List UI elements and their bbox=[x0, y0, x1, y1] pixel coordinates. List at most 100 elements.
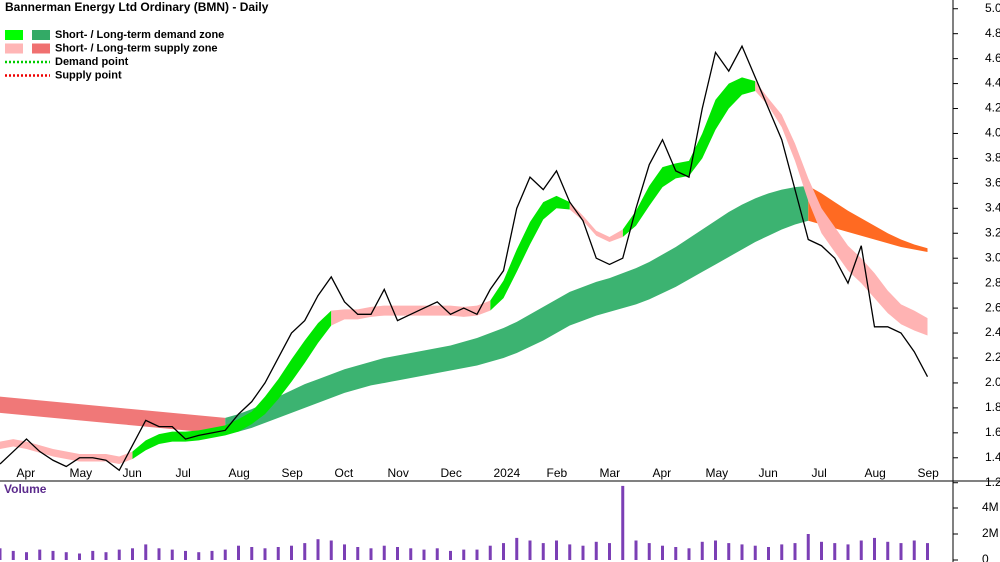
chart-title: Bannerman Energy Ltd Ordinary (BMN) - Da… bbox=[5, 0, 269, 14]
volume-bar bbox=[581, 545, 585, 560]
y-tick-label: 3.4 bbox=[985, 200, 1000, 214]
volume-bar bbox=[899, 543, 903, 560]
legend-swatch bbox=[32, 43, 50, 54]
x-tick-label: Jul bbox=[812, 466, 827, 480]
volume-bar bbox=[0, 548, 2, 560]
x-tick-label: Jun bbox=[123, 466, 142, 480]
volume-title: Volume bbox=[4, 482, 47, 496]
y-tick-label: 2.6 bbox=[985, 300, 1000, 314]
volume-bar bbox=[608, 543, 611, 560]
x-tick-label: Mar bbox=[600, 466, 621, 480]
y-tick-label: 3.6 bbox=[985, 176, 1000, 190]
zone-band bbox=[490, 195, 570, 311]
volume-bar bbox=[237, 545, 240, 560]
zone-band bbox=[0, 439, 133, 465]
volume-bar bbox=[687, 548, 691, 560]
y-tick-label: 3.2 bbox=[985, 225, 1000, 239]
legend-swatch bbox=[32, 30, 50, 40]
y-tick-label: 3.0 bbox=[985, 250, 1000, 264]
volume-bar bbox=[661, 545, 664, 560]
y-tick-label: 2.4 bbox=[985, 325, 1000, 339]
volume-bar bbox=[38, 549, 42, 560]
volume-bar bbox=[926, 543, 929, 560]
volume-bar bbox=[488, 545, 492, 560]
volume-bar bbox=[184, 550, 187, 560]
legend-swatch bbox=[5, 30, 23, 40]
y-tick-label: 5.0 bbox=[985, 1, 1000, 15]
y-tick-label: 1.8 bbox=[985, 400, 1000, 414]
volume-bar bbox=[316, 539, 320, 560]
volume-bar bbox=[820, 541, 823, 560]
volume-bar bbox=[780, 544, 784, 560]
y-tick-label: 4.8 bbox=[985, 26, 1000, 40]
zone-band bbox=[622, 77, 756, 237]
x-tick-label: Apr bbox=[653, 466, 672, 480]
volume-bar bbox=[555, 540, 558, 560]
x-tick-label: Aug bbox=[865, 466, 886, 480]
volume-bar bbox=[223, 549, 227, 560]
x-tick-label: 2024 bbox=[494, 466, 521, 480]
volume-bar bbox=[753, 545, 757, 560]
y-tick-label: 1.4 bbox=[985, 450, 1000, 464]
y-tick-label: 1.6 bbox=[985, 425, 1000, 439]
volume-bar bbox=[647, 543, 651, 560]
x-tick-label: Apr bbox=[17, 466, 36, 480]
volume-bar bbox=[197, 552, 201, 560]
volume-bar bbox=[475, 549, 479, 560]
x-tick-label: Sep bbox=[282, 466, 304, 480]
volume-bar bbox=[382, 545, 386, 560]
volume-bar bbox=[104, 552, 108, 560]
volume-bar bbox=[144, 544, 148, 560]
zone-band bbox=[132, 310, 332, 460]
volume-bar bbox=[343, 544, 346, 560]
y-tick-label: 3.8 bbox=[985, 151, 1000, 165]
volume-bar bbox=[78, 553, 81, 560]
volume-bar bbox=[409, 548, 413, 560]
legend-label: Short- / Long-term demand zone bbox=[55, 29, 224, 41]
y-tick-label: 4.4 bbox=[985, 76, 1000, 90]
volume-bar bbox=[502, 543, 505, 560]
x-tick-label: Aug bbox=[229, 466, 250, 480]
volume-bar bbox=[51, 550, 55, 560]
volume-bar bbox=[568, 544, 572, 560]
legend-label: Supply point bbox=[55, 69, 122, 81]
volume-bar bbox=[117, 549, 121, 560]
y-tick-label: 4M bbox=[982, 500, 999, 514]
legend-label: Short- / Long-term supply zone bbox=[55, 42, 218, 54]
legend-swatch bbox=[5, 43, 23, 54]
volume-bar bbox=[859, 540, 863, 560]
y-tick-label: 4.2 bbox=[985, 101, 1000, 115]
volume-bar bbox=[25, 552, 28, 560]
volume-bar bbox=[329, 540, 333, 560]
volume-bar bbox=[594, 541, 598, 560]
volume-bar bbox=[369, 548, 373, 560]
volume-bar bbox=[886, 541, 890, 560]
volume-bar bbox=[210, 550, 214, 560]
volume-bar bbox=[846, 544, 850, 560]
x-tick-label: May bbox=[70, 466, 93, 480]
volume-bar bbox=[634, 540, 638, 560]
volume-bar bbox=[727, 543, 731, 560]
volume-bar bbox=[462, 549, 466, 560]
volume-bar bbox=[674, 547, 678, 560]
volume-bar bbox=[396, 547, 399, 560]
volume-bar bbox=[91, 550, 95, 560]
x-tick-label: Jun bbox=[759, 466, 778, 480]
y-tick-label: 4.0 bbox=[985, 126, 1000, 140]
volume-bar bbox=[806, 534, 810, 560]
volume-bar bbox=[515, 537, 519, 560]
y-tick-label: 1.2 bbox=[985, 475, 1000, 489]
price-line bbox=[0, 44, 929, 472]
volume-bar bbox=[303, 543, 307, 560]
volume-bar bbox=[356, 547, 360, 560]
y-tick-label: 4.6 bbox=[985, 51, 1000, 65]
y-tick-label: 2.8 bbox=[985, 275, 1000, 289]
volume-bar bbox=[263, 548, 267, 560]
zones bbox=[0, 77, 928, 465]
x-tick-label: May bbox=[706, 466, 729, 480]
volume-bar bbox=[276, 547, 280, 560]
volume-bar bbox=[873, 537, 876, 560]
volume-bar bbox=[767, 547, 770, 560]
